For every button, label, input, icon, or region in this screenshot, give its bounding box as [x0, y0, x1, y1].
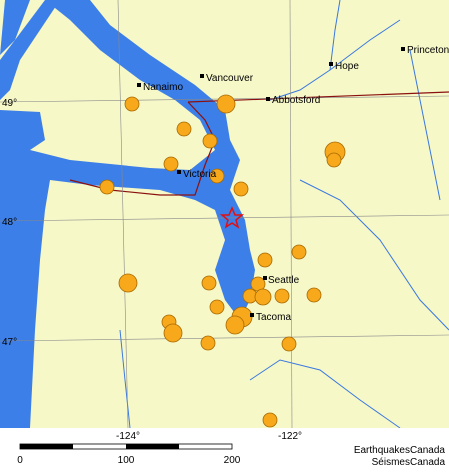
place-label: Nanaimo — [143, 82, 183, 93]
place-dots — [137, 47, 405, 317]
scale-label: 100 — [118, 455, 135, 466]
lon-label: -122° — [278, 431, 302, 442]
lat-label: 49° — [2, 98, 17, 109]
place-label: Tacoma — [256, 312, 291, 323]
earthquakes — [99, 94, 346, 428]
scale-label: 0 — [17, 455, 23, 466]
credit: SéismesCanada — [372, 457, 446, 467]
scale-bar — [19, 443, 233, 450]
place-label: Vancouver — [206, 73, 254, 84]
main-event-star — [219, 206, 245, 229]
rivers — [119, 0, 449, 429]
lat-label: 48° — [2, 217, 17, 228]
scale-label: 200 — [224, 455, 241, 466]
place-label: Seattle — [268, 275, 300, 286]
place-label: Hope — [335, 61, 359, 72]
place-label: Princeton — [407, 45, 449, 56]
place-label: Victoria — [183, 169, 217, 180]
water — [0, 0, 255, 428]
lat-label: 47° — [2, 337, 17, 348]
place-label: Abbotsford — [272, 95, 320, 106]
credit: EarthquakesCanada — [354, 445, 446, 456]
lon-label: -124° — [116, 431, 140, 442]
